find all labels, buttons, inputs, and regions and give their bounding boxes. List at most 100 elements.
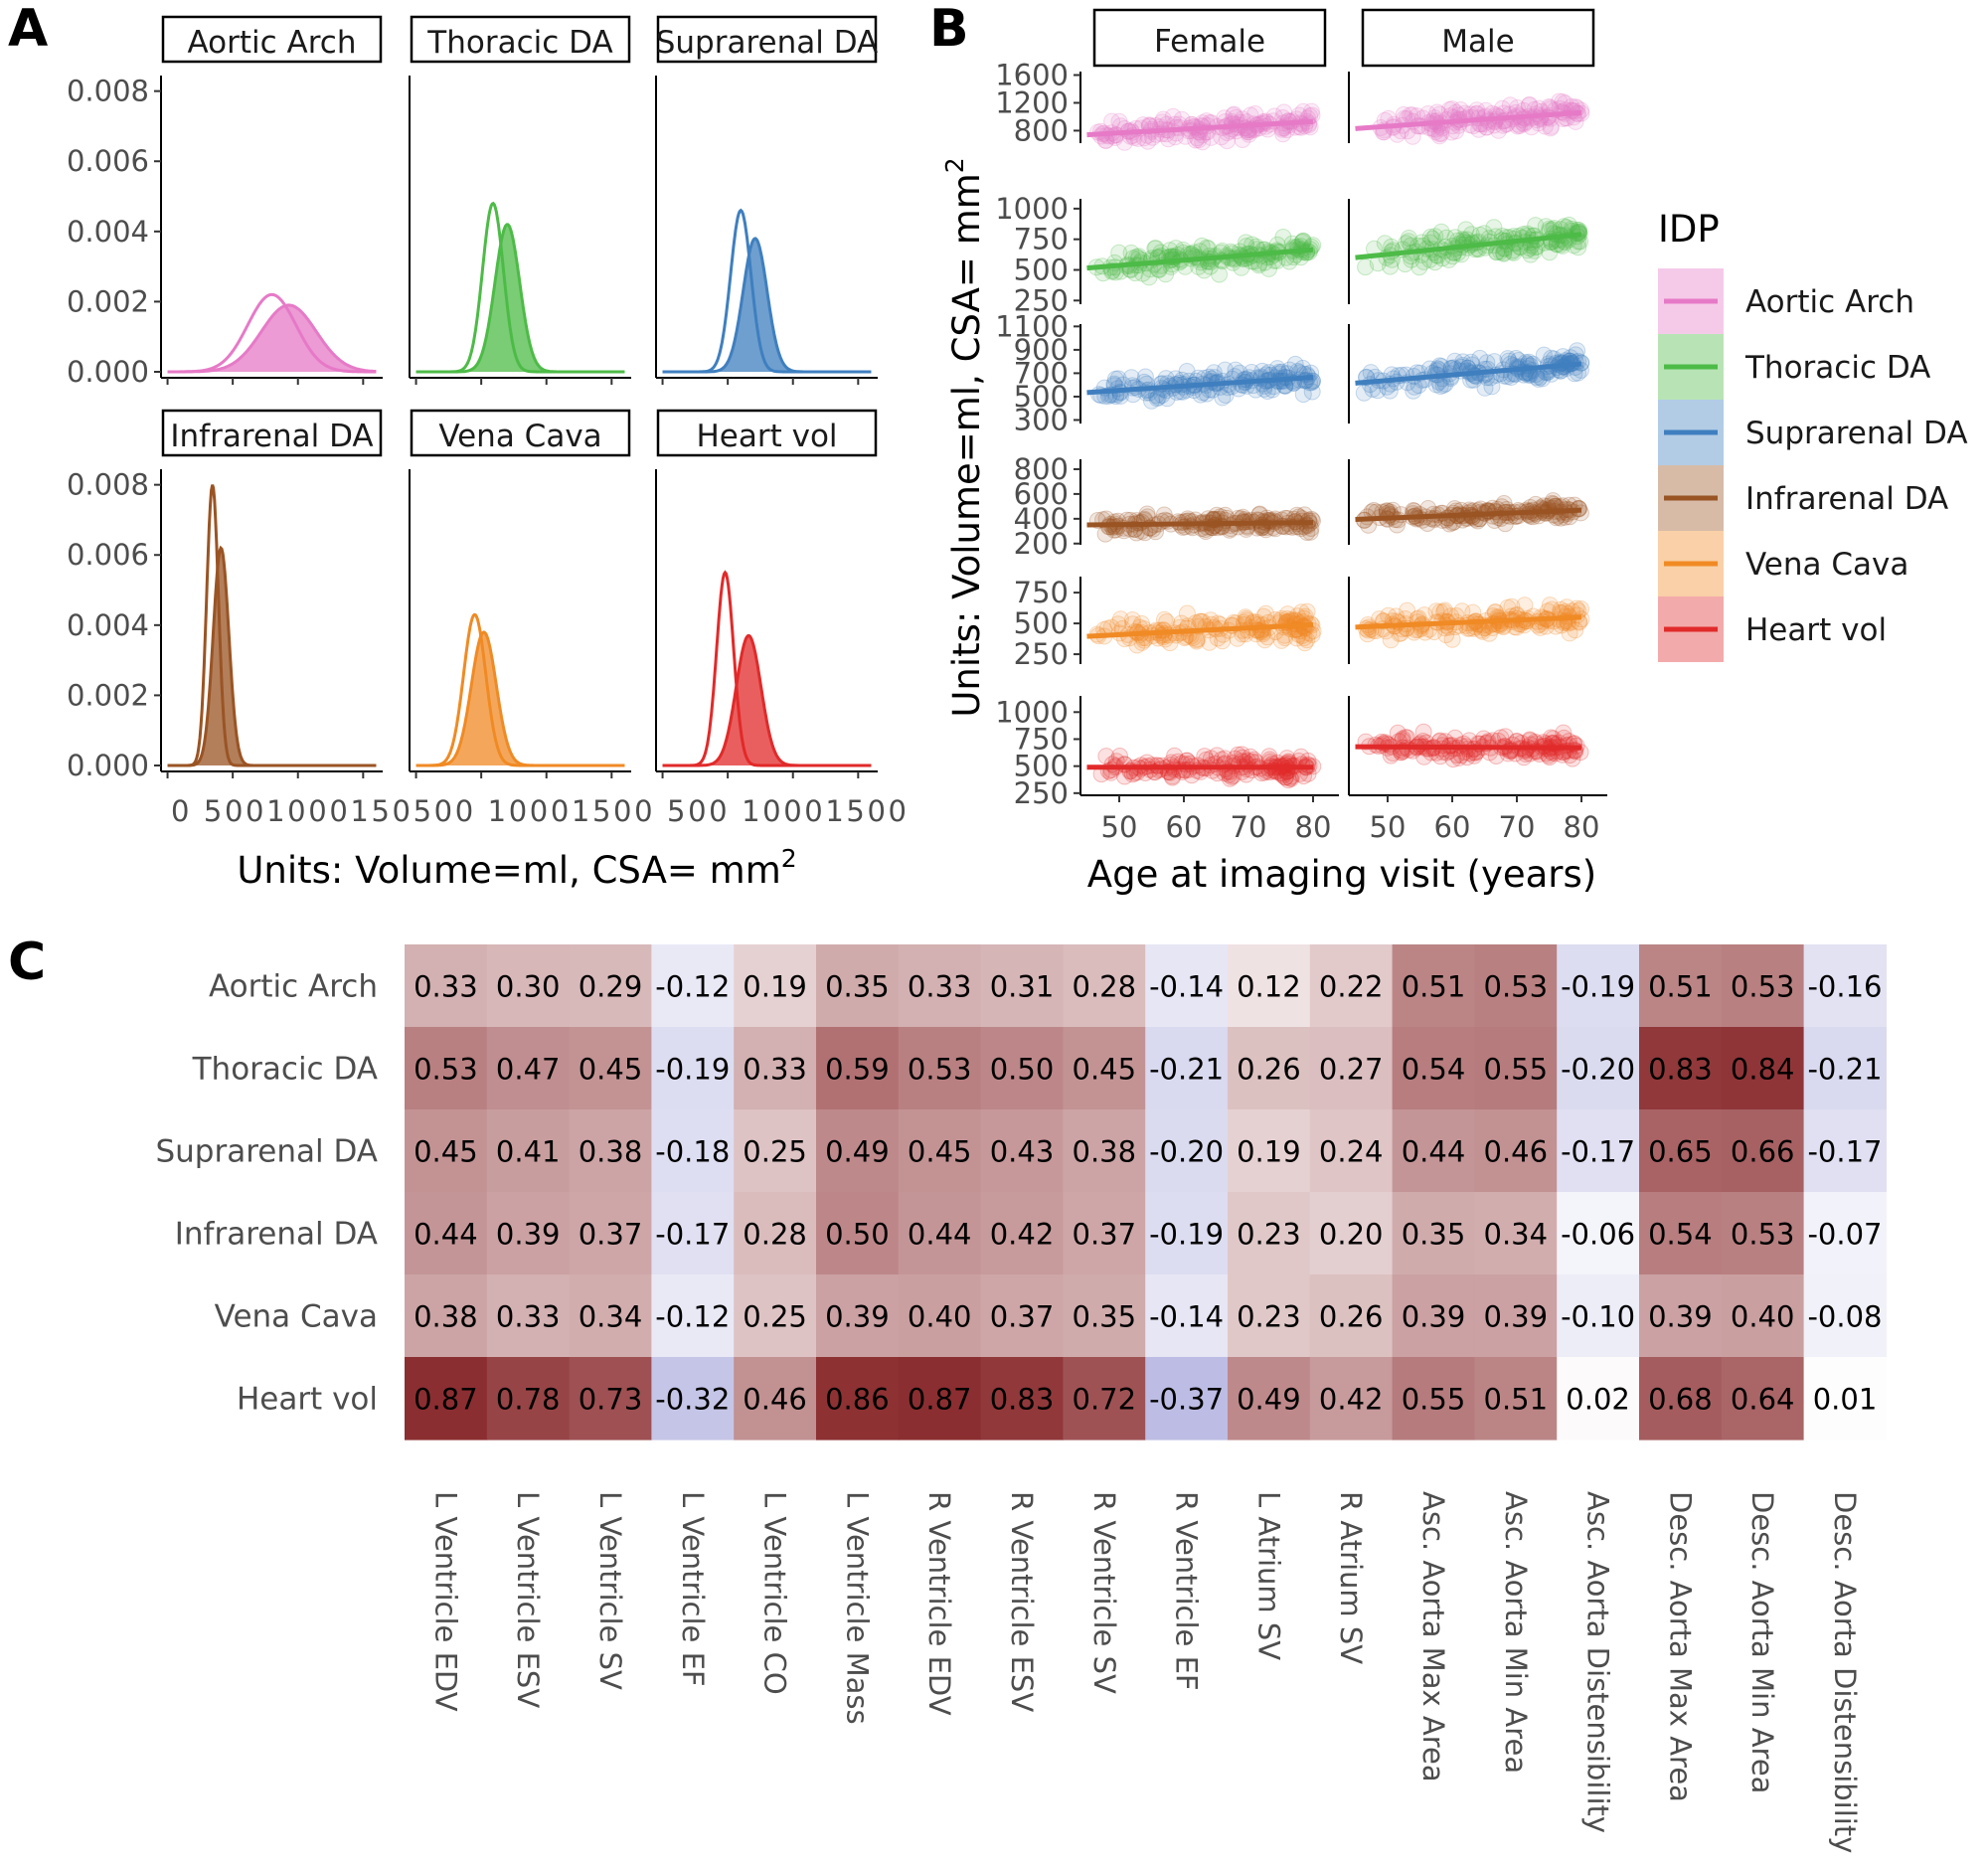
strip-box — [161, 409, 383, 457]
x-tick-label: 50 — [1101, 810, 1138, 844]
legend-label: Suprarenal DA — [1745, 416, 1968, 451]
data-point — [1217, 361, 1234, 379]
heatmap-cell-value: 0.55 — [1484, 1053, 1549, 1087]
heatmap-cell-value: 0.65 — [1648, 1135, 1713, 1169]
heatmap-cell-value: 0.53 — [1731, 970, 1795, 1004]
x-tick-label: 60 — [1434, 810, 1471, 844]
data-point — [1219, 132, 1236, 150]
strip-label-female: Female — [1154, 24, 1265, 60]
x-tick-label: 60 — [1166, 810, 1203, 844]
column-label-r-ventricle-edv: R Ventricle EDV — [922, 1491, 956, 1716]
row-label-vena-cava: Vena Cava — [215, 1299, 378, 1335]
heatmap-cell-value: 0.40 — [1731, 1300, 1795, 1334]
heatmap-cell-value: 0.41 — [496, 1135, 561, 1169]
heatmap-cell-value: 0.33 — [496, 1300, 561, 1334]
data-point — [1294, 386, 1312, 404]
column-label-l-atrium-sv: L Atrium SV — [1251, 1491, 1285, 1660]
y-tick-label: 900 — [1014, 333, 1069, 367]
data-point — [1475, 225, 1493, 243]
data-point — [1443, 630, 1461, 648]
fit-line-male — [1355, 232, 1582, 260]
data-point — [1268, 360, 1286, 378]
data-point — [1157, 265, 1175, 283]
heatmap-cell-value: -0.19 — [1561, 970, 1635, 1004]
data-point — [1382, 257, 1400, 275]
column-label-r-ventricle-ef: R Ventricle EF — [1170, 1491, 1204, 1691]
data-point — [1274, 125, 1292, 143]
heatmap-cell-value: -0.16 — [1807, 970, 1882, 1004]
x-axis-title-sup: 2 — [781, 844, 797, 873]
heatmap-cell-value: 0.38 — [1073, 1135, 1137, 1169]
row-label-heart-vol: Heart vol — [237, 1382, 378, 1418]
heatmap-cell-value: 0.25 — [743, 1300, 807, 1334]
data-point — [1294, 102, 1312, 120]
heatmap-cell-value: 0.01 — [1813, 1383, 1878, 1417]
density-line-male — [415, 223, 625, 374]
heatmap-cell-value: 0.35 — [1073, 1300, 1137, 1334]
x-axis-title-main: Units: Volume=ml, CSA= mm — [237, 849, 780, 892]
data-point — [1154, 110, 1172, 128]
data-point — [1194, 133, 1212, 151]
density-area-male — [415, 224, 625, 372]
heatmap-cell-value: 0.53 — [1484, 970, 1549, 1004]
heatmap-row: 0.45 0.41 0.38 -0.18 0.25 0.49 0.45 0.43 0.38 -0.… — [405, 1109, 1887, 1193]
heatmap-cell-value: -0.12 — [655, 970, 730, 1004]
heatmap-cell-value: -0.20 — [1561, 1053, 1635, 1087]
heatmap-cell-value: 0.59 — [825, 1053, 890, 1087]
column-label-asc-aorta-distensibility: Asc. Aorta Distensibility — [1581, 1491, 1615, 1833]
data-point — [1542, 119, 1560, 137]
heatmap-cell-value: 0.51 — [1648, 970, 1713, 1004]
heatmap-row: 0.44 0.39 0.37 -0.17 0.28 0.50 0.44 0.42 0.37 -0.… — [405, 1192, 1887, 1275]
heatmap-cell-value: 0.54 — [1648, 1218, 1713, 1252]
density-area-male — [167, 304, 377, 372]
density-area-male — [415, 631, 625, 765]
fit-line-female — [1086, 118, 1314, 138]
y-tick-label: 750 — [1014, 576, 1069, 609]
density-area-female — [167, 484, 377, 765]
y-tick-label: 0.008 — [67, 75, 149, 108]
heatmap-cell-value: -0.37 — [1149, 1383, 1224, 1417]
facet-aortic-arch: Aortic Arch 0.000 0.002 0.004 0.006 0.008 — [67, 15, 383, 389]
heatmap-cell-value: -0.21 — [1149, 1053, 1224, 1087]
heatmap-cell-value: -0.21 — [1807, 1053, 1882, 1087]
heatmap-cell-value: -0.17 — [1561, 1135, 1635, 1169]
heatmap-cell-value: 0.68 — [1648, 1383, 1713, 1417]
legend-item-infrarenal-da: Infrarenal DA — [1658, 465, 1948, 531]
data-point — [1520, 96, 1538, 114]
y-tick-label: 250 — [1014, 637, 1069, 671]
fit-line-male — [1355, 744, 1582, 751]
heatmap-cell-value: 0.78 — [496, 1383, 561, 1417]
y-axis-title: Units: Volume=ml, CSA= mm2 — [940, 157, 988, 717]
heatmap-cell-value: 0.19 — [743, 970, 807, 1004]
data-point — [1440, 251, 1458, 268]
data-point — [1541, 244, 1559, 261]
y-tick-label: 0.000 — [67, 355, 149, 389]
y-tick-label: 0.008 — [67, 468, 149, 502]
heatmap-cell-value: 0.02 — [1566, 1383, 1630, 1417]
data-point — [1225, 106, 1242, 124]
data-point — [1106, 370, 1124, 388]
panel-letter-a: A — [8, 0, 48, 59]
data-point — [1530, 370, 1548, 388]
data-point — [1543, 117, 1560, 135]
strip-box — [410, 409, 631, 457]
data-point — [1505, 244, 1523, 261]
heatmap-cell-value: 0.46 — [1484, 1135, 1549, 1169]
data-point — [1140, 268, 1158, 286]
density-area-male — [662, 635, 872, 765]
data-point — [1110, 112, 1128, 130]
heatmap-cell-value: 0.83 — [1648, 1053, 1713, 1087]
heatmap-cell-value: -0.08 — [1807, 1300, 1882, 1334]
fit-line-female — [1086, 247, 1314, 271]
y-tick-label: 0.006 — [67, 144, 149, 178]
legend-item-heart-vol: Heart vol — [1658, 596, 1887, 662]
heatmap-cell-value: 0.34 — [579, 1300, 643, 1334]
heatmap-cell-value: 0.43 — [990, 1135, 1055, 1169]
data-point — [1190, 131, 1208, 149]
y-tick-label: 0.002 — [67, 678, 149, 712]
heatmap-cell-value: 0.86 — [825, 1383, 890, 1417]
heatmap-cell-value: 0.50 — [825, 1218, 890, 1252]
density-line-male — [662, 237, 872, 374]
